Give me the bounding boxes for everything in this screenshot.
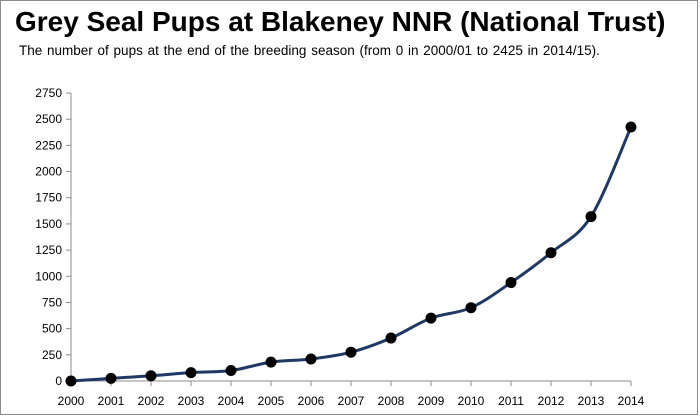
x-tick-label: 2005 (258, 394, 285, 408)
x-tick-label: 2002 (138, 394, 165, 408)
y-axis: 0 250 500 750 1000 1250 1500 1750 2000 2250 2500 27… (35, 86, 72, 388)
series-group (65, 121, 637, 387)
y-tick-label: 1500 (35, 217, 62, 231)
data-point (465, 302, 477, 314)
x-tick-label: 2013 (578, 394, 605, 408)
y-tick-label: 1250 (35, 243, 62, 257)
y-tick-label: 2000 (35, 165, 62, 179)
x-tick-label: 2003 (178, 394, 205, 408)
y-tick-label: 2250 (35, 138, 62, 152)
x-tick-label: 2007 (338, 394, 365, 408)
x-tick-label: 2008 (378, 394, 405, 408)
data-point (105, 372, 117, 384)
chart-subtitle: The number of pups at the end of the bre… (19, 43, 600, 58)
x-tick-label: 2012 (538, 394, 565, 408)
y-tick-label: 1000 (35, 269, 62, 283)
y-tick-label: 750 (42, 295, 62, 309)
data-point (545, 247, 557, 259)
x-tick-label: 2004 (218, 394, 245, 408)
data-point (345, 346, 357, 358)
y-tick-label: 2750 (35, 86, 62, 100)
x-tick-label: 2011 (498, 394, 524, 408)
data-point (305, 353, 317, 365)
x-axis: 2000 2001 2002 2003 2004 2005 2006 2007 2008 2009… (58, 380, 645, 408)
x-tick-label: 2006 (298, 394, 325, 408)
chart-title: Grey Seal Pups at Blakeney NNR (National… (15, 6, 666, 37)
y-tick-label: 500 (42, 322, 62, 336)
x-tick-label: 2000 (58, 394, 85, 408)
x-tick-label: 2010 (458, 394, 485, 408)
data-point (265, 356, 277, 368)
y-tick-label: 1750 (35, 191, 62, 205)
data-point (625, 121, 637, 133)
data-point (585, 211, 597, 223)
data-point (425, 312, 437, 324)
data-point (145, 370, 157, 382)
y-tick-label: 250 (42, 348, 62, 362)
x-tick-label: 2014 (618, 394, 645, 408)
data-point (385, 332, 397, 344)
x-tick-label: 2009 (418, 394, 445, 408)
data-point (225, 365, 237, 377)
data-point (505, 277, 517, 289)
x-tick-label: 2001 (98, 394, 125, 408)
data-point (65, 375, 77, 387)
y-tick-label: 2500 (35, 112, 62, 126)
y-tick-label: 0 (55, 374, 62, 388)
data-point (185, 367, 197, 379)
